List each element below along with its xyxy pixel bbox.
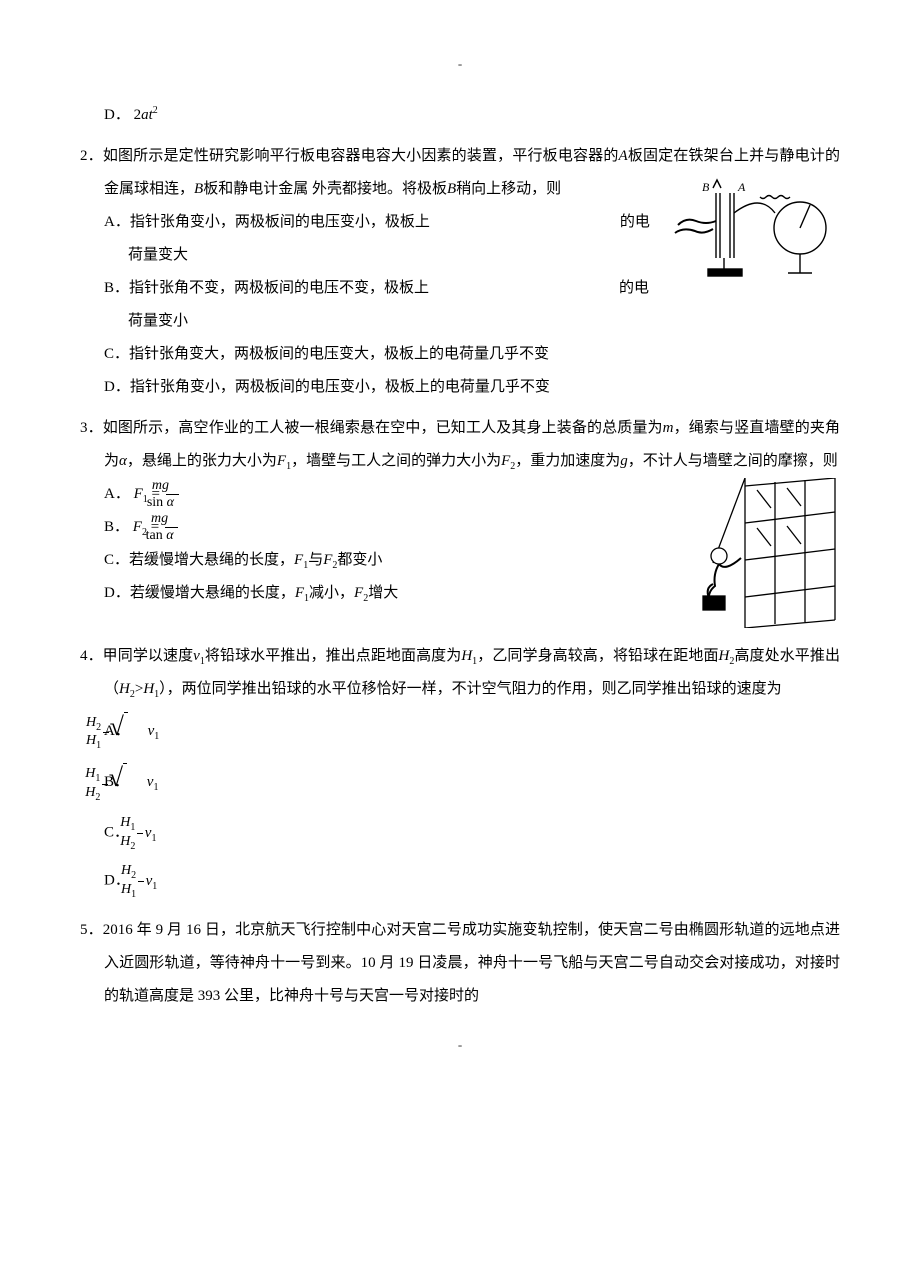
question-4: 4．甲同学以速度v1将铅球水平推出，推出点距地面高度为H1，乙同学身高较高，将铅… (80, 640, 840, 906)
q4-option-c: C． H1H2v1 (80, 809, 840, 858)
question-3: 3．如图所示，高空作业的工人被一根绳索悬在空中，已知工人及其身上装备的总质量为m… (80, 412, 840, 632)
question-2: 2．如图所示是定性研究影响平行板电容器电容大小因素的装置，平行板电容器的A板固定… (80, 140, 840, 404)
worker-figure (675, 478, 840, 628)
option-label: D． (104, 107, 130, 123)
q2-stem: 2．如图所示是定性研究影响平行板电容器电容大小因素的装置，平行板电容器的A板固定… (80, 140, 840, 206)
question-5: 5．2016 年 9 月 16 日，北京航天飞行控制中心对天宫二号成功实施变轨控… (80, 914, 840, 1013)
q4-stem: 4．甲同学以速度v1将铅球水平推出，推出点距地面高度为H1，乙同学身高较高，将铅… (80, 640, 840, 706)
q2-option-d: D．指针张角变小，两极板间的电压变小，极板上的电荷量几乎不变 (80, 371, 840, 404)
capacitor-figure: B A (660, 173, 840, 283)
q1-option-d: D． 2at2 (80, 99, 840, 132)
option-expression: 2at2 (134, 107, 158, 123)
q4-option-d: D． H2H1v1 (80, 857, 840, 906)
svg-text:A: A (737, 180, 746, 194)
svg-text:B: B (702, 180, 710, 194)
header-dash: - (80, 50, 840, 79)
footer-dash: - (80, 1031, 840, 1060)
q4-option-b: B． H1H2v1 (80, 757, 840, 809)
q3-stem: 3．如图所示，高空作业的工人被一根绳索悬在空中，已知工人及其身上装备的总质量为m… (80, 412, 840, 478)
q5-stem: 5．2016 年 9 月 16 日，北京航天飞行控制中心对天宫二号成功实施变轨控… (80, 914, 840, 1013)
q4-option-a: A． H2H1v1 (80, 706, 840, 758)
q2-option-c: C．指针张角变大，两极板间的电压变大，极板上的电荷量几乎不变 (80, 338, 840, 371)
